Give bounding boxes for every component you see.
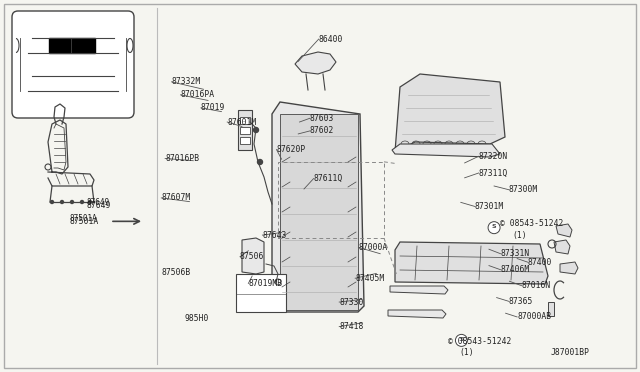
Text: 87016PB: 87016PB [165, 154, 199, 163]
Text: 87506B: 87506B [161, 268, 191, 277]
Text: 87607M: 87607M [161, 193, 191, 202]
Text: S: S [459, 337, 464, 342]
Text: 87501A: 87501A [69, 217, 99, 226]
Text: S: S [492, 224, 497, 229]
Circle shape [51, 201, 54, 203]
Text: 87602: 87602 [310, 126, 334, 135]
Polygon shape [388, 310, 446, 318]
Bar [236, 274, 286, 312]
Bar [49, 38, 95, 53]
Text: 87611Q: 87611Q [314, 174, 343, 183]
Text: 87406M: 87406M [500, 265, 530, 274]
Text: 87301M: 87301M [475, 202, 504, 211]
Polygon shape [272, 102, 364, 312]
Polygon shape [242, 238, 264, 274]
Circle shape [70, 201, 74, 203]
Polygon shape [395, 74, 505, 152]
Text: (1): (1) [460, 348, 474, 357]
Text: 86400: 86400 [319, 35, 343, 44]
Circle shape [253, 128, 259, 132]
Polygon shape [554, 240, 570, 254]
FancyBboxPatch shape [12, 11, 134, 118]
Text: (1): (1) [512, 231, 527, 240]
Text: 87405M: 87405M [355, 274, 385, 283]
Text: 87019MB: 87019MB [248, 279, 282, 288]
Text: 87365: 87365 [509, 297, 533, 306]
Circle shape [88, 201, 92, 203]
Text: 87311Q: 87311Q [479, 169, 508, 177]
Text: © 08543-51242: © 08543-51242 [500, 219, 564, 228]
Polygon shape [280, 114, 358, 310]
Text: 87332M: 87332M [172, 77, 201, 86]
Text: 87649: 87649 [86, 201, 111, 210]
Circle shape [275, 279, 281, 285]
Text: 87418: 87418 [339, 322, 364, 331]
Text: 87300M: 87300M [509, 185, 538, 194]
Text: 87643: 87643 [262, 231, 287, 240]
Polygon shape [392, 144, 500, 157]
Text: 87601M: 87601M [227, 118, 257, 126]
Bar [548, 302, 554, 316]
Text: 87000AB: 87000AB [517, 312, 551, 321]
Polygon shape [295, 52, 336, 74]
Text: 985H0: 985H0 [184, 314, 209, 323]
Text: 87603: 87603 [310, 114, 334, 123]
Text: 87016PA: 87016PA [180, 90, 214, 99]
Bar [240, 137, 250, 144]
Circle shape [61, 201, 63, 203]
Polygon shape [390, 286, 448, 294]
Text: 87649: 87649 [86, 198, 109, 207]
Text: 87400: 87400 [528, 258, 552, 267]
Circle shape [456, 334, 467, 346]
Polygon shape [556, 224, 572, 237]
Polygon shape [238, 110, 252, 150]
Text: 87331N: 87331N [500, 249, 530, 258]
Text: 87019: 87019 [201, 103, 225, 112]
Text: 87000A: 87000A [358, 243, 388, 252]
Bar [240, 117, 250, 124]
Text: J87001BP: J87001BP [550, 348, 589, 357]
Circle shape [257, 160, 262, 164]
Text: 87330: 87330 [339, 298, 364, 307]
Circle shape [81, 201, 83, 203]
Text: 87506: 87506 [240, 252, 264, 261]
Polygon shape [560, 262, 578, 274]
Bar [240, 127, 250, 134]
Text: 87016N: 87016N [522, 281, 551, 290]
Text: 87320N: 87320N [479, 152, 508, 161]
Text: 87501A: 87501A [69, 214, 97, 223]
Text: 87620P: 87620P [276, 145, 306, 154]
Text: © 08543-51242: © 08543-51242 [448, 337, 511, 346]
Polygon shape [395, 242, 548, 284]
Circle shape [488, 222, 500, 234]
